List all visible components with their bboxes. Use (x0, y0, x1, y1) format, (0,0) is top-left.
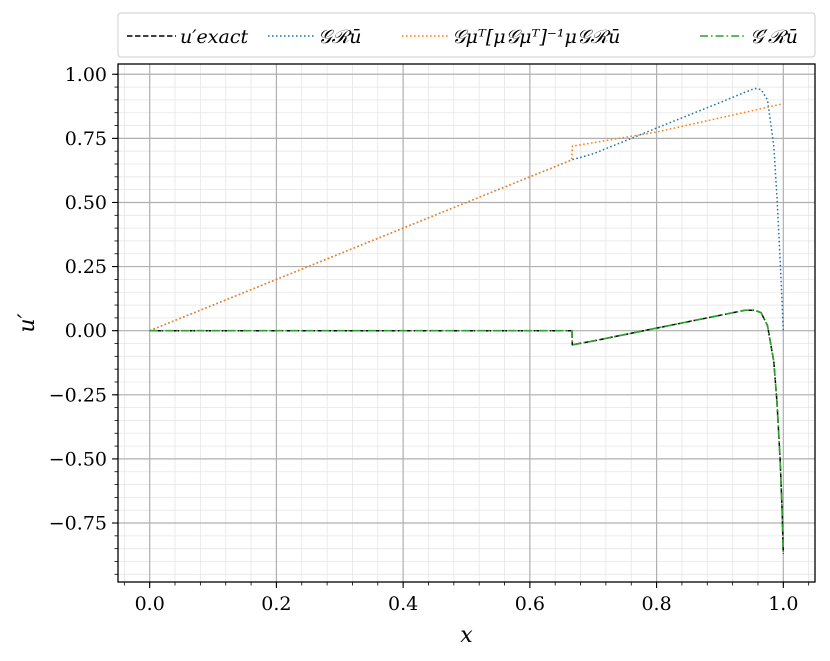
x-axis-label: x (460, 623, 473, 648)
y-tick-label: 0.25 (65, 256, 107, 278)
y-tick-label: 1.00 (65, 64, 107, 86)
y-tick-label: 0.50 (65, 192, 107, 214)
series-layer (149, 87, 785, 554)
legend-label-gprime: 𝒢′ℛū (750, 26, 798, 48)
x-tick-label: 0.2 (261, 593, 291, 615)
legend-label-exact: u′exact (180, 26, 248, 48)
series-exact (149, 309, 785, 554)
y-tick-label: 0.75 (65, 128, 107, 150)
legend: u′exact 𝒢ℛū 𝒢μᵀ[μ𝒢μᵀ]⁻¹μ𝒢ℛū 𝒢′ℛū (117, 12, 816, 58)
y-tick-label: 0.00 (65, 320, 107, 342)
major-grid (118, 64, 815, 582)
x-tick-label: 1.0 (768, 593, 798, 615)
x-tick-label: 0.0 (135, 593, 165, 615)
series-projection (149, 102, 784, 332)
legend-box (117, 12, 816, 58)
ticks-layer: 0.0 0.2 0.4 0.6 0.8 1.0 −0.75 −0.50 −0.25 0.00 0.2… (49, 64, 810, 615)
x-tick-label: 0.6 (515, 593, 545, 615)
series-gr (149, 87, 785, 332)
legend-label-projection: 𝒢μᵀ[μ𝒢μᵀ]⁻¹μ𝒢ℛū (452, 26, 620, 48)
y-tick-label: −0.50 (49, 448, 107, 470)
y-axis-label: u′ (15, 313, 40, 332)
x-tick-label: 0.4 (388, 593, 418, 615)
x-tick-label: 0.8 (641, 593, 671, 615)
series-gprime (149, 309, 785, 554)
y-tick-label: −0.75 (49, 513, 107, 535)
legend-label-gr: 𝒢ℛū (318, 26, 362, 48)
plot-frame (117, 63, 816, 583)
y-tick-label: −0.25 (49, 384, 107, 406)
